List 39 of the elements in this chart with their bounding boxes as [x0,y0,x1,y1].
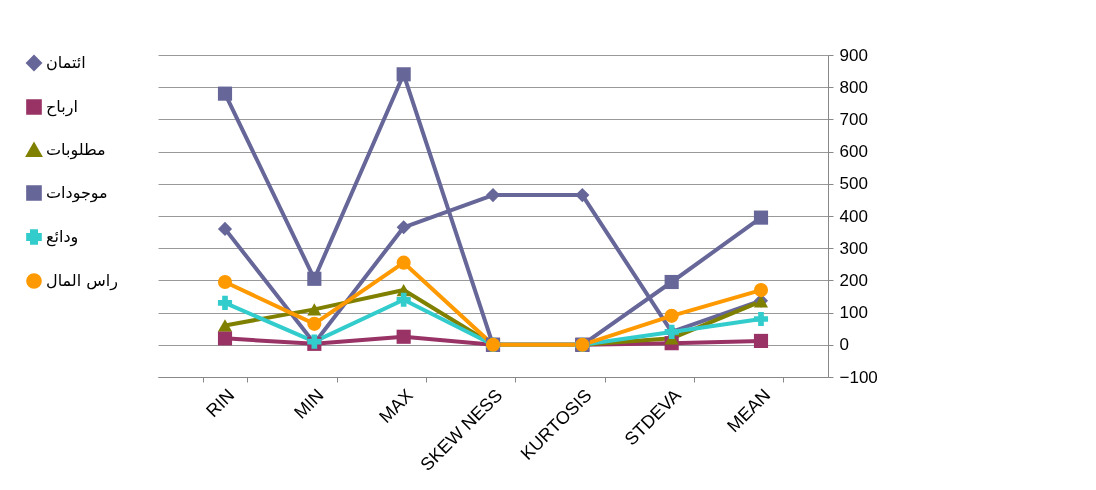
legend-label: موجودات [46,183,108,203]
point [307,271,322,286]
legend-label: راس المال [46,271,118,291]
point [753,333,769,349]
point [307,316,322,331]
point [307,303,322,316]
point [217,331,233,346]
point [396,329,411,344]
y-tick-label: 600 [839,142,868,162]
point [664,308,679,323]
legend-label: مطلوبات [46,140,106,160]
y-tick-label: 500 [839,174,868,194]
legend-label: ائتمان [46,53,86,72]
y-tick-label: 200 [839,270,868,290]
point [396,220,411,235]
y-tick-label: 400 [839,206,868,226]
point [217,221,233,236]
y-tick-label: 300 [839,238,868,258]
y-tick-label: 700 [839,109,868,129]
y-tick-label: 800 [839,77,868,97]
point [217,86,233,101]
y-tick-label: −100 [839,367,878,387]
point [753,283,769,298]
point [753,311,769,327]
point [753,210,769,225]
point [396,67,411,82]
point [217,319,233,332]
y-tick-label: 900 [839,45,868,65]
y-tick-label: 100 [839,303,868,323]
legend-label: ارباح [46,97,78,117]
point [575,188,590,203]
x-tick-label: RIN [202,385,239,422]
point [664,274,679,290]
point [396,255,411,270]
legend-label: ودائع [46,227,79,247]
point [217,295,233,311]
y-tick-label: 0 [839,335,849,355]
point [217,274,233,290]
point [396,292,411,307]
